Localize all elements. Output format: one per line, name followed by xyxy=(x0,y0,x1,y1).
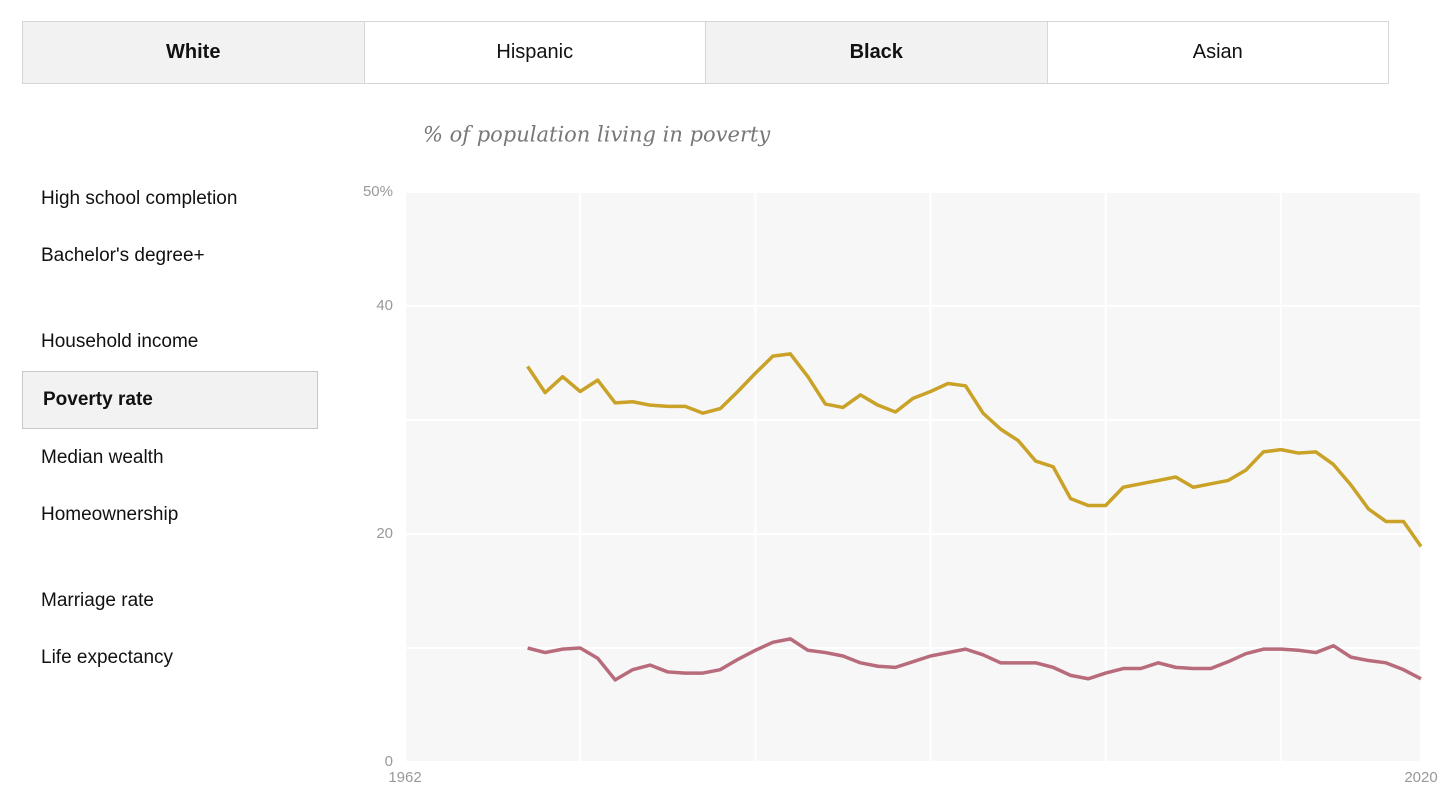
y-tick-label: 0 xyxy=(385,753,393,770)
menu-item[interactable]: Marriage rate xyxy=(41,590,154,611)
menu-item[interactable]: Poverty rate xyxy=(22,371,318,429)
plot-area xyxy=(405,192,1421,762)
series-line xyxy=(527,637,1422,682)
menu-item[interactable]: Bachelor's degree+ xyxy=(41,245,205,266)
menu-item[interactable]: Median wealth xyxy=(41,447,164,468)
menu-item[interactable]: Life expectancy xyxy=(41,647,174,668)
tab-bar: White Hispanic Black Asian xyxy=(22,21,1389,84)
tab[interactable]: Black xyxy=(705,22,1047,83)
menu-item[interactable]: Homeownership xyxy=(41,504,179,525)
y-tick-label: 50% xyxy=(363,183,393,200)
series-line xyxy=(526,352,1423,548)
menu-item[interactable]: High school completion xyxy=(41,188,238,209)
tab[interactable]: White xyxy=(23,22,364,83)
tab[interactable]: Asian xyxy=(1046,22,1388,83)
tab[interactable]: Hispanic xyxy=(363,22,705,83)
x-tick-label: 1962 xyxy=(388,769,421,786)
y-tick-label: 20 xyxy=(376,525,393,542)
x-tick-label: 2020 xyxy=(1404,769,1437,786)
y-tick-label: 40 xyxy=(376,297,393,314)
chart-subtitle: % of population living in poverty xyxy=(423,123,771,147)
menu-item[interactable]: Household income xyxy=(41,331,199,352)
